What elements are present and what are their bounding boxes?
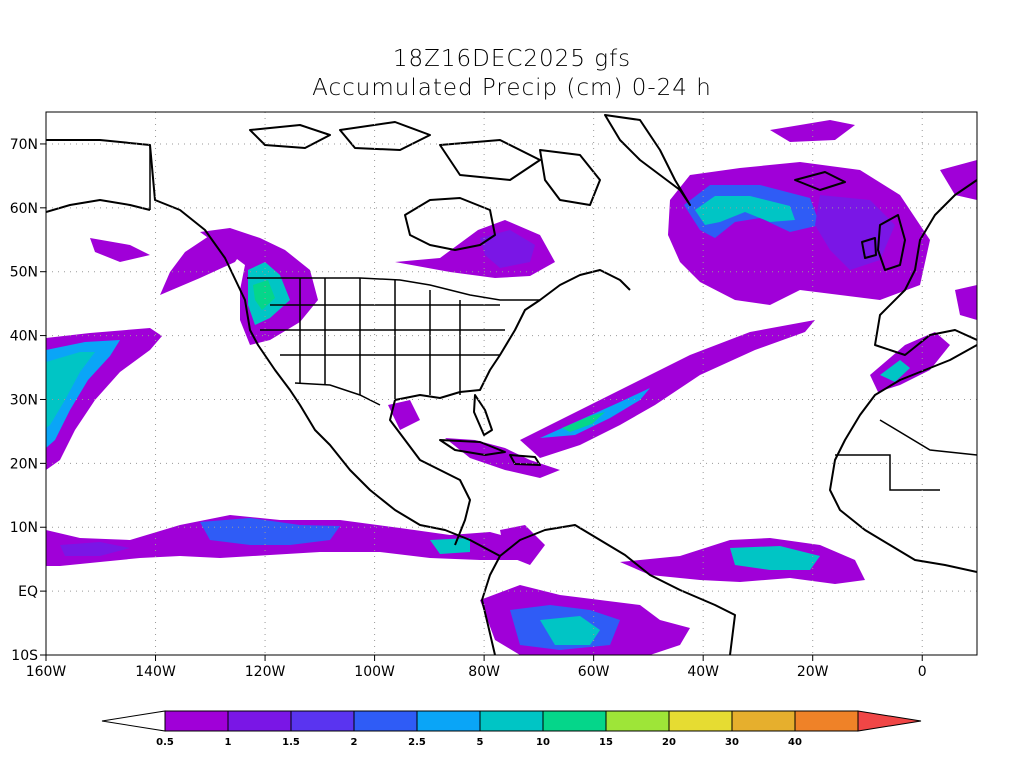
border-africa-1 xyxy=(835,454,940,491)
coast-south-america-west xyxy=(481,555,501,655)
colorbar-level-label: 20 xyxy=(662,737,676,748)
border-us-canada xyxy=(247,277,540,301)
precip-area-itcz-pacific-west xyxy=(60,542,130,556)
precip-area-europe-south xyxy=(955,285,977,320)
coast-greenland xyxy=(604,114,691,206)
colorbar-swatch xyxy=(605,710,670,732)
precip-area-itcz-pacific-blue xyxy=(200,518,340,545)
precip-area-quebec-core xyxy=(480,230,535,268)
colorbar-swatch xyxy=(731,710,796,732)
colorbar: 0.5 1 1.5 2 2.5 5 10 15 20 30 40 xyxy=(101,710,922,748)
coast-baffin xyxy=(539,149,601,206)
coast-iceland xyxy=(794,171,846,191)
lat-tick-label: 60N xyxy=(10,201,38,217)
lat-tick-label: 10N xyxy=(10,520,38,536)
precip-area-europe-east xyxy=(940,160,977,200)
colorbar-swatch xyxy=(290,710,355,732)
political-borders xyxy=(149,145,977,491)
precip-area-atlantic-band xyxy=(520,320,815,458)
lat-tick-label: 10S xyxy=(11,648,38,664)
precip-area-north-atlantic-cyan xyxy=(695,196,795,225)
map-title-line1: 18Z16DEC2025 gfs xyxy=(392,46,632,72)
colorbar-swatch xyxy=(542,710,607,732)
lon-tick-label: 160W xyxy=(26,664,67,680)
colorbar-level-label: 10 xyxy=(536,737,550,748)
lon-tick-label: 0 xyxy=(918,664,927,680)
coast-north-america-west xyxy=(46,139,501,557)
coast-cuba xyxy=(439,439,506,456)
colorbar-level-label: 1.5 xyxy=(282,737,300,748)
lat-tick-label: 40N xyxy=(10,329,38,345)
lon-tick-label: 120W xyxy=(245,664,286,680)
colorbar-swatch xyxy=(416,710,481,732)
colorbar-swatch xyxy=(101,710,166,732)
precip-area-atlantic-band-inner xyxy=(562,412,605,432)
precip-area-morocco-core xyxy=(880,360,910,382)
coast-arctic-islands-2 xyxy=(339,121,431,151)
lat-tick-label: EQ xyxy=(18,584,38,600)
coast-florida xyxy=(473,394,493,436)
precip-area-pacific-subtropical-inner xyxy=(46,352,95,428)
lat-tick-label: 30N xyxy=(10,392,38,408)
colorbar-level-label: 40 xyxy=(788,737,802,748)
lon-tick-label: 20W xyxy=(797,664,829,680)
colorbar-swatch xyxy=(857,710,922,732)
lon-tick-label: 40W xyxy=(687,664,719,680)
coast-uk xyxy=(877,214,906,271)
precip-fields xyxy=(46,120,977,655)
precip-area-caribbean xyxy=(445,438,560,478)
plot-area xyxy=(46,112,977,655)
border-africa-2 xyxy=(879,419,977,456)
coast-south-america xyxy=(499,524,736,655)
lat-tick-label: 70N xyxy=(10,137,38,153)
precip-area-amazon-cyan xyxy=(540,616,600,645)
coast-arctic-islands-1 xyxy=(249,124,331,149)
coast-africa xyxy=(829,344,977,573)
colorbar-swatch xyxy=(164,710,229,732)
colorbar-swatch xyxy=(353,710,418,732)
precip-area-itcz-pacific-cyan xyxy=(430,538,470,554)
map-axes: 160W 140W 120W 100W 80W 60W 40W 20W 0 70N 60N 50N 40… xyxy=(10,137,927,680)
coast-alaska-south xyxy=(46,199,151,213)
lat-tick-label: 50N xyxy=(10,265,38,281)
lat-tick-label: 20N xyxy=(10,456,38,472)
colorbar-swatch xyxy=(668,710,733,732)
precip-area-pacific-nw-inner xyxy=(253,280,275,310)
precip-area-gulf-coast xyxy=(388,400,420,430)
colorbar-level-label: 0.5 xyxy=(156,737,174,748)
border-us-mexico xyxy=(294,382,381,406)
colorbar-level-label: 15 xyxy=(599,737,613,748)
gridlines xyxy=(46,112,977,655)
precip-area-morocco xyxy=(870,332,950,392)
colorbar-level-label: 2.5 xyxy=(408,737,426,748)
precip-area-gulf-of-alaska xyxy=(90,238,150,262)
colorbar-level-label: 1 xyxy=(225,737,232,748)
map-title-line2: Accumulated Precip (cm) 0-24 h xyxy=(312,75,712,101)
plot-frame xyxy=(45,111,978,656)
lon-tick-label: 80W xyxy=(468,664,500,680)
coast-ireland xyxy=(861,237,877,259)
precip-area-itcz-atlantic-core xyxy=(730,546,820,570)
coast-arctic-islands-3 xyxy=(439,139,541,181)
coast-hispaniola xyxy=(509,454,541,466)
colorbar-level-label: 30 xyxy=(725,737,739,748)
coast-hudson-bay xyxy=(404,197,496,251)
colorbar-level-label: 2 xyxy=(351,737,358,748)
colorbar-swatch xyxy=(479,710,544,732)
coast-europe xyxy=(874,179,977,356)
colorbar-level-label: 5 xyxy=(477,737,484,748)
lon-tick-label: 140W xyxy=(135,664,176,680)
lon-tick-label: 60W xyxy=(578,664,610,680)
lon-tick-label: 100W xyxy=(354,664,395,680)
colorbar-swatch xyxy=(227,710,292,732)
colorbar-swatch xyxy=(794,710,859,732)
